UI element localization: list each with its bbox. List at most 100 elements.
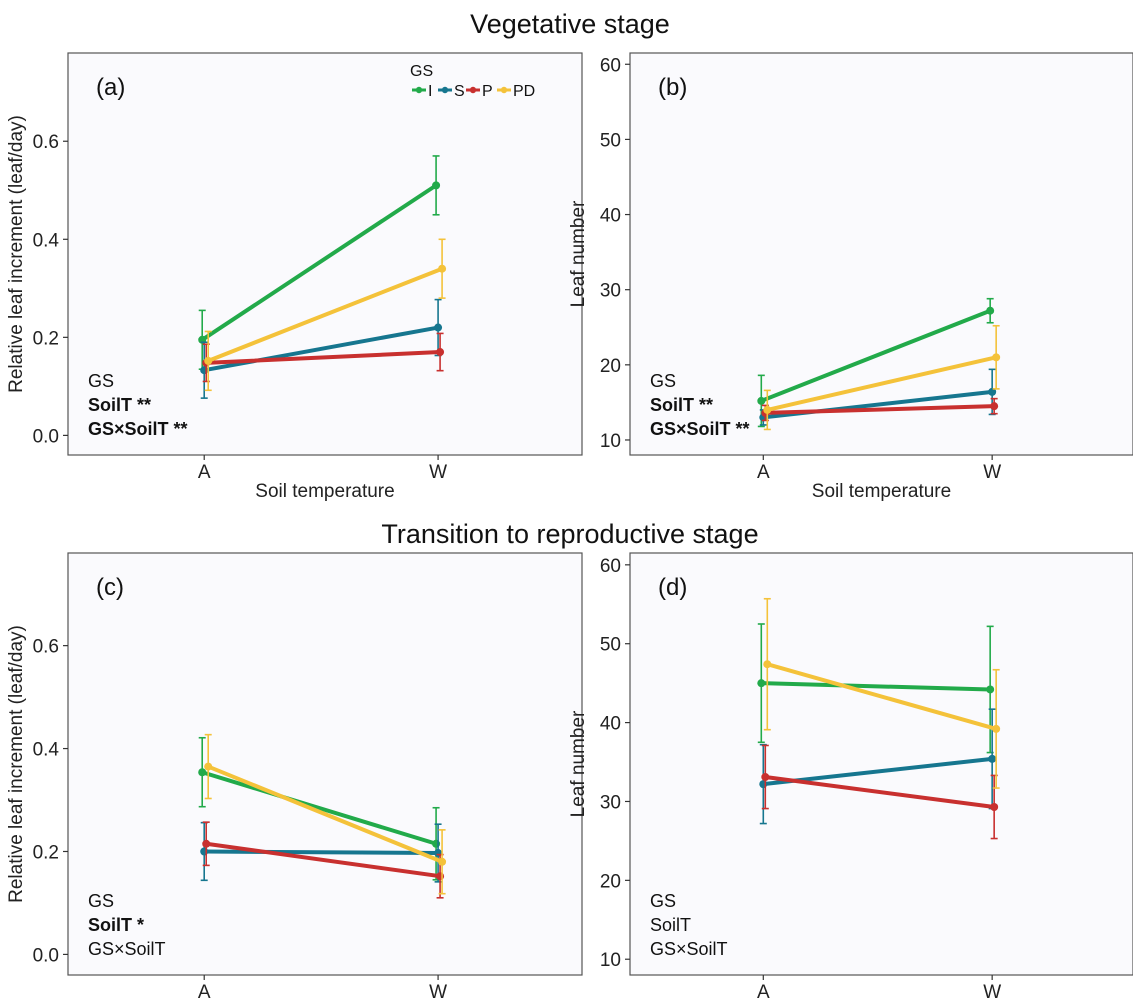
series-line bbox=[206, 764, 445, 864]
legend-swatch-point bbox=[500, 86, 508, 94]
stat-label: GS bbox=[650, 371, 676, 391]
series-line bbox=[759, 681, 993, 692]
y-tick-label: 20 bbox=[600, 871, 621, 892]
row-title-vegetative: Vegetative stage bbox=[470, 9, 670, 39]
legend-label: P bbox=[482, 83, 493, 100]
legend-swatch-point bbox=[441, 86, 449, 94]
y-tick-label: 40 bbox=[600, 206, 621, 227]
legend-swatch-point bbox=[415, 86, 423, 94]
series-line bbox=[759, 308, 993, 403]
legend-label: I bbox=[428, 83, 432, 100]
y-tick-label: 60 bbox=[600, 556, 621, 577]
panel-b: 10 20 30 40 50 60 A W Soil temperature Leaf numbe… bbox=[568, 52, 1133, 502]
panel-label: (c) bbox=[96, 574, 124, 601]
x-axis-title: Soil temperature bbox=[255, 481, 394, 502]
data-point bbox=[763, 660, 772, 669]
plot-area bbox=[629, 52, 1133, 456]
series-line bbox=[765, 355, 999, 412]
series-PD bbox=[763, 324, 1001, 431]
y-tick-label: 10 bbox=[600, 431, 621, 452]
series-P bbox=[202, 821, 445, 899]
data-point bbox=[436, 348, 445, 357]
legend-item-P: P bbox=[466, 83, 493, 100]
data-point bbox=[202, 839, 211, 848]
y-tick-label: 50 bbox=[600, 130, 621, 151]
y-tick-label: 0.0 bbox=[33, 945, 59, 966]
series-line bbox=[763, 775, 997, 809]
legend-item-I: I bbox=[412, 83, 432, 100]
panel-label: (b) bbox=[658, 74, 687, 101]
y-tick-label: 50 bbox=[600, 635, 621, 656]
legend-title: GS bbox=[410, 63, 433, 80]
plot-area bbox=[67, 52, 583, 456]
x-tick-label: A bbox=[198, 982, 211, 1002]
x-tick-label: A bbox=[198, 462, 211, 483]
y-tick-label: 40 bbox=[600, 714, 621, 735]
series-I bbox=[198, 155, 441, 371]
y-tick-label: 0.2 bbox=[33, 328, 59, 349]
data-point bbox=[757, 679, 766, 688]
stat-label: SoilT ** bbox=[88, 395, 151, 415]
legend-item-S: S bbox=[438, 83, 465, 100]
data-point bbox=[992, 353, 1001, 362]
data-point bbox=[761, 773, 770, 782]
x-tick-label: W bbox=[983, 462, 1001, 483]
data-point bbox=[438, 264, 447, 273]
series-line bbox=[763, 404, 997, 415]
legend-label: S bbox=[454, 83, 465, 100]
series-P bbox=[761, 744, 999, 840]
panel-label: (a) bbox=[96, 74, 125, 101]
series-I bbox=[757, 297, 995, 428]
data-point bbox=[986, 685, 995, 694]
series-PD bbox=[763, 597, 1001, 789]
y-tick-label: 0.4 bbox=[33, 740, 60, 761]
data-point bbox=[988, 387, 997, 396]
legend-swatch-point bbox=[469, 86, 477, 94]
x-tick-label: A bbox=[757, 982, 770, 1002]
y-axis-title: Leaf number bbox=[568, 710, 589, 817]
y-axis-title: Relative leaf increment (leaf/day) bbox=[6, 625, 27, 903]
data-point bbox=[990, 802, 999, 811]
y-tick-label: 0.4 bbox=[33, 230, 60, 251]
y-tick-label: 0.2 bbox=[33, 842, 59, 863]
data-point bbox=[438, 857, 447, 866]
data-point bbox=[204, 356, 213, 365]
stat-label: GS×SoilT bbox=[650, 939, 728, 959]
data-point bbox=[763, 405, 772, 414]
panel-label: (d) bbox=[658, 574, 687, 601]
data-point bbox=[986, 306, 995, 315]
series-PD bbox=[204, 733, 447, 895]
y-axis-title: Leaf number bbox=[568, 200, 589, 307]
row-title-transition: Transition to reproductive stage bbox=[381, 519, 758, 549]
stat-label: SoilT bbox=[650, 915, 691, 935]
series-PD bbox=[204, 238, 447, 392]
stat-label: GS bbox=[88, 371, 114, 391]
data-point bbox=[434, 323, 443, 332]
data-point bbox=[432, 181, 441, 190]
series-I bbox=[198, 736, 441, 881]
y-tick-label: 60 bbox=[600, 55, 621, 76]
series-P bbox=[761, 397, 999, 422]
series-line bbox=[200, 770, 439, 846]
plot-area bbox=[629, 552, 1133, 976]
y-tick-label: 0.0 bbox=[33, 426, 59, 447]
y-tick-label: 0.6 bbox=[33, 132, 59, 153]
x-tick-label: W bbox=[429, 982, 447, 1002]
y-tick-label: 0.6 bbox=[33, 637, 59, 658]
y-tick-label: 20 bbox=[600, 356, 621, 377]
series-line bbox=[765, 662, 999, 731]
y-tick-label: 30 bbox=[600, 792, 621, 813]
data-point bbox=[757, 396, 766, 405]
x-tick-label: W bbox=[983, 982, 1001, 1002]
x-tick-label: W bbox=[429, 462, 447, 483]
data-point bbox=[992, 724, 1001, 733]
stat-label: GS×SoilT ** bbox=[88, 419, 188, 439]
y-tick-label: 30 bbox=[600, 281, 621, 302]
series-I bbox=[757, 623, 995, 754]
legend-label: PD bbox=[513, 83, 535, 100]
series-line bbox=[204, 350, 443, 365]
y-axis-title: Relative leaf increment (leaf/day) bbox=[6, 115, 27, 393]
legend-item-PD: PD bbox=[497, 83, 535, 100]
